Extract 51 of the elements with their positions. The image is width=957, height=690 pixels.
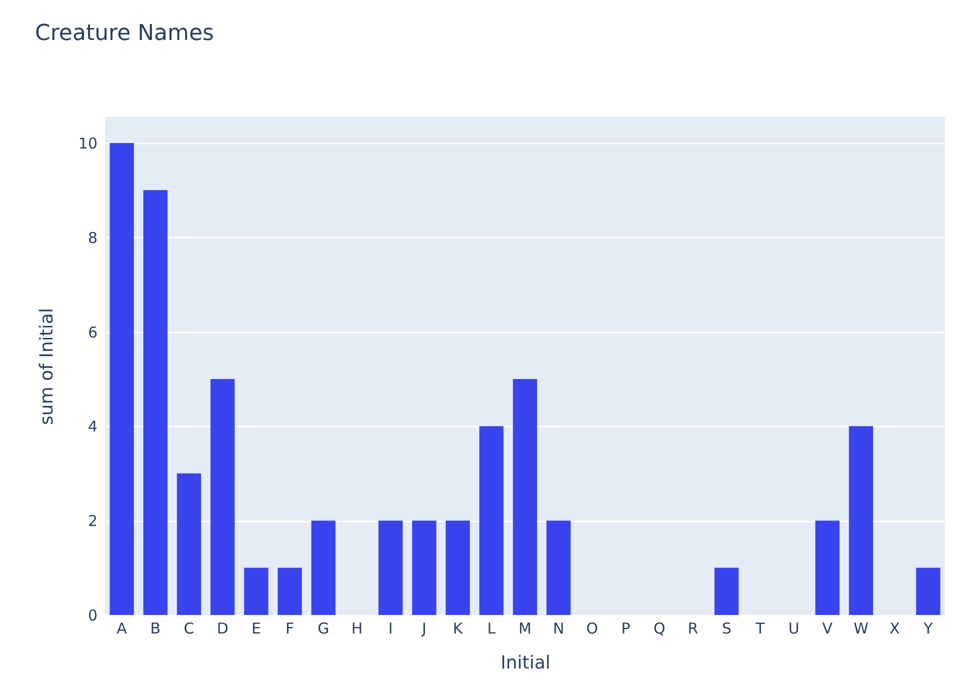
bar [714,568,739,615]
y-tick-label: 10 [78,134,98,152]
bar [815,520,840,615]
x-tick-label: L [487,620,496,638]
x-axis-title: Initial [500,652,550,674]
x-tick-label: J [420,620,426,638]
bar [546,520,571,615]
bar [848,426,874,615]
x-tick-label: G [318,620,330,638]
x-tick-label: H [351,620,363,638]
bar [311,520,336,615]
x-tick-label: X [889,620,900,638]
y-tick-label: 4 [88,418,98,436]
chart-title: Creature Names [35,21,214,46]
x-tick-label: T [754,620,766,638]
x-tick-label: V [822,620,834,638]
bar [278,568,302,615]
x-tick-label: N [552,620,564,638]
bar [916,568,940,615]
y-tick-label: 8 [88,228,98,247]
x-tick-label: I [388,620,393,638]
x-tick-label: F [285,620,294,638]
bar [176,473,202,615]
x-tick-label: P [621,620,630,638]
x-tick-label: K [452,620,464,638]
bar [244,568,268,615]
x-tick-label: Q [653,620,666,638]
x-tick-label: B [150,620,161,638]
x-tick-label: C [184,620,194,638]
x-tick-label: Y [922,620,934,638]
bar [143,190,168,615]
x-tick-label: U [788,620,800,638]
bar [110,142,134,615]
bar [412,520,436,615]
x-tick-label: O [586,620,598,638]
y-tick-label: 0 [88,606,98,624]
x-tick-label: M [518,620,532,638]
bar [378,520,403,615]
y-tick-label: 2 [88,512,98,530]
x-tick-label: S [722,620,732,638]
bar [512,378,538,615]
x-tick-label: D [216,620,228,638]
bar [446,520,470,615]
x-tick-label: W [854,620,869,638]
x-tick-label: E [251,620,261,638]
x-tick-label: A [116,620,128,638]
x-tick-label: R [688,620,698,638]
bar [210,378,235,615]
bar [479,426,504,615]
y-axis-title: sum of Initial [36,308,58,425]
y-tick-label: 6 [88,323,98,342]
